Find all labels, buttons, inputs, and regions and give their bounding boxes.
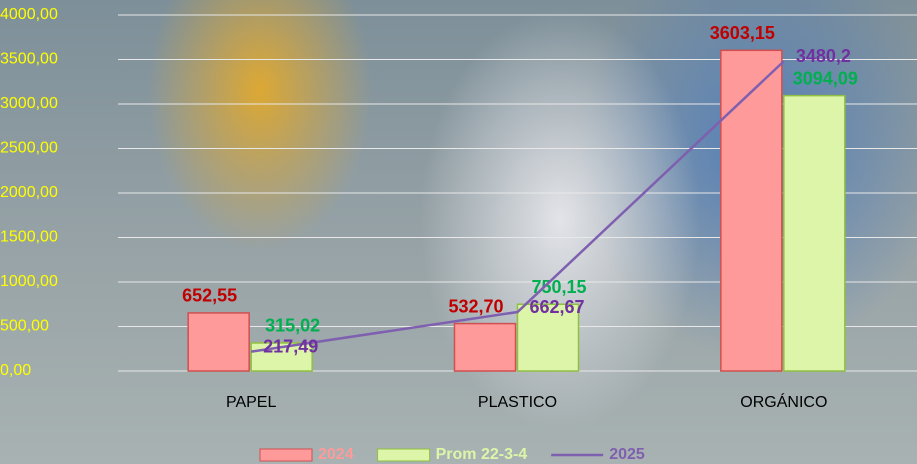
value-label: 217,49 [263,336,318,356]
legend-label: 2025 [609,446,645,463]
value-label: 662,67 [530,297,585,317]
y-tick-label: 500,00 [0,318,49,335]
y-tick-label: 3500,00 [0,51,58,68]
y-tick-label: 1000,00 [0,273,58,290]
bar [720,49,783,372]
bar [783,94,846,372]
y-tick-label: 1500,00 [0,229,58,246]
x-tick-label: PLASTICO [478,394,557,411]
value-label: 750,15 [531,277,586,297]
legend-swatch [259,448,313,462]
bar [516,303,580,372]
y-tick-label: 3000,00 [0,95,58,112]
value-label: 315,02 [265,316,320,336]
legend-label: 2024 [318,446,354,463]
y-tick-label: 4000,00 [0,6,58,23]
value-label: 532,70 [448,296,503,316]
value-label: 652,55 [182,286,237,306]
bar [453,322,517,372]
x-tick-label: ORGÁNICO [740,392,827,411]
legend-label: Prom 22-3-4 [436,446,528,463]
y-tick-label: 2000,00 [0,184,58,201]
legend-swatch [377,448,431,462]
bar [187,312,250,372]
value-label: 3094,09 [793,68,858,88]
line [250,60,785,353]
x-tick-label: PAPEL [226,394,277,411]
value-label: 3480,2 [796,46,851,66]
value-label: 3603,15 [710,23,775,43]
y-tick-label: 0,00 [0,362,31,379]
y-tick-label: 2500,00 [0,140,58,157]
